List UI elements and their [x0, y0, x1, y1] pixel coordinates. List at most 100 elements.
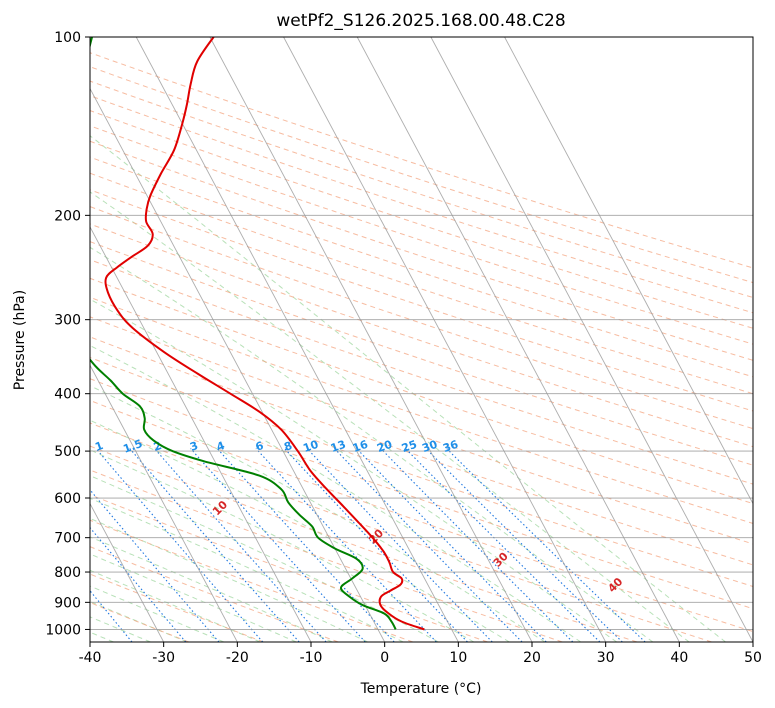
dry-adiabat: [90, 241, 753, 466]
dry-adiabat: [90, 494, 488, 642]
isotherm: [135, 37, 459, 642]
x-tick-label: -10: [300, 650, 323, 666]
dry-adiabat: [90, 296, 753, 524]
moist-adiabat-label: 30: [491, 549, 511, 569]
dry-adiabat: [90, 378, 753, 610]
mixing-ratio-label: 1.5: [122, 437, 145, 456]
y-tick-label: 400: [54, 387, 81, 403]
moist-adiabat-label: 40: [605, 575, 625, 595]
plot-area: -100-90-80-70-60-50-40-30-20-100.10.20.4…: [16, 37, 753, 642]
mixing-ratio-label: 3: [188, 439, 200, 454]
y-axis-label: Pressure (hPa): [12, 290, 28, 390]
mixing-ratio-line: [425, 448, 623, 642]
isotherm: [430, 37, 753, 642]
dry-adiabat: [90, 399, 753, 633]
moist-adiabat: [90, 585, 224, 642]
dry-adiabat: [90, 172, 753, 395]
dry-adiabat: [90, 422, 712, 642]
mixing-ratio-line: [153, 448, 327, 642]
dry-adiabat: [90, 259, 753, 485]
dry-adiabat: [90, 316, 753, 545]
dry-adiabat: [90, 156, 753, 378]
x-axis-label: Temperature (°C): [360, 681, 482, 697]
y-tick-label: 500: [54, 444, 81, 460]
y-tick-label: 700: [54, 531, 81, 547]
mixing-ratio-label: 10: [301, 438, 320, 456]
mixing-ratio-line: [334, 448, 523, 642]
dry-adiabat: [90, 125, 753, 345]
moist-adiabat: [90, 191, 690, 642]
x-tick-label: 40: [670, 650, 688, 666]
mixing-ratio-lines: [90, 448, 646, 642]
dry-adiabats: [90, 52, 753, 642]
moist-adiabat: [90, 601, 188, 642]
mixing-ratio-line: [129, 448, 300, 642]
moist-adiabat: [90, 536, 333, 642]
moist-adiabat: [90, 385, 546, 642]
dry-adiabat: [90, 80, 753, 299]
dry-adiabat: [90, 356, 753, 588]
dry-adiabat: [90, 52, 753, 269]
moist-adiabat: [90, 419, 510, 642]
dry-adiabat: [90, 336, 753, 566]
y-tick-label: 100: [54, 30, 81, 46]
mixing-ratio-line: [284, 448, 468, 642]
mixing-ratio-label: 16: [351, 438, 370, 456]
mixing-ratio-label: 30: [420, 438, 439, 456]
mixing-ratio-label: 6: [254, 439, 266, 454]
mixing-ratio-line: [190, 448, 366, 642]
x-tick-label: 10: [449, 650, 467, 666]
temperature-line: [104, 37, 425, 631]
moist-adiabat: [90, 344, 581, 642]
dry-adiabat: [90, 519, 414, 642]
isotherm: [209, 37, 533, 642]
mixing-ratio-label: 20: [375, 438, 394, 456]
mixing-ratio-line: [306, 448, 493, 642]
chart-title: wetPf2_S126.2025.168.00.48.C28: [276, 11, 565, 31]
dry-adiabat: [90, 206, 753, 430]
moist-adiabat: [90, 569, 261, 642]
mixing-ratio-line: [95, 448, 264, 642]
dry-adiabat: [90, 95, 753, 314]
mixing-ratio-label: 13: [329, 438, 348, 455]
x-tick-label: -30: [152, 650, 175, 666]
isotherm: [90, 364, 238, 642]
moist-adiabat: [90, 246, 654, 642]
isotherm: [90, 87, 386, 642]
mixing-ratio-line: [216, 448, 395, 642]
dry-adiabat: [90, 223, 753, 448]
grid-lines: [90, 37, 753, 642]
dry-adiabat: [90, 277, 753, 505]
moist-adiabat: [90, 517, 368, 642]
y-tick-label: 300: [54, 313, 81, 329]
y-tick-label: 900: [54, 595, 81, 611]
x-tick-label: 0: [380, 650, 389, 666]
profile-series: [90, 37, 425, 631]
x-tick-label: 20: [523, 650, 541, 666]
mixing-ratio-line: [356, 448, 547, 642]
mixing-ratio-line: [380, 448, 574, 642]
mixing-ratio-line: [255, 448, 437, 642]
y-tick-label: 200: [54, 208, 81, 224]
moist-adiabat-label: 0: [16, 461, 31, 476]
mixing-ratio-label: 36: [441, 438, 460, 456]
dry-adiabat: [90, 110, 753, 329]
plot-frame: [89, 36, 754, 643]
y-tick-label: 1000: [45, 622, 81, 638]
dry-adiabat: [90, 445, 638, 642]
mixing-ratio-line: [405, 448, 601, 642]
moist-adiabat-label: 10: [210, 498, 230, 518]
isotherm: [283, 37, 607, 642]
moist-adiabats: [90, 135, 726, 642]
moist-adiabat: [90, 475, 439, 642]
mixing-ratio-label: 8: [282, 439, 294, 454]
dewpoint-line: [90, 37, 397, 630]
x-tick-label: -20: [226, 650, 249, 666]
x-tick-label: 30: [597, 650, 615, 666]
isotherm: [356, 37, 680, 642]
mixing-ratio-label: 4: [215, 439, 227, 454]
line-labels: -100-90-80-70-60-50-40-30-20-100.10.20.4…: [16, 437, 625, 595]
y-tick-label: 600: [54, 491, 81, 507]
mixing-ratio-label: 0.4: [16, 437, 39, 456]
